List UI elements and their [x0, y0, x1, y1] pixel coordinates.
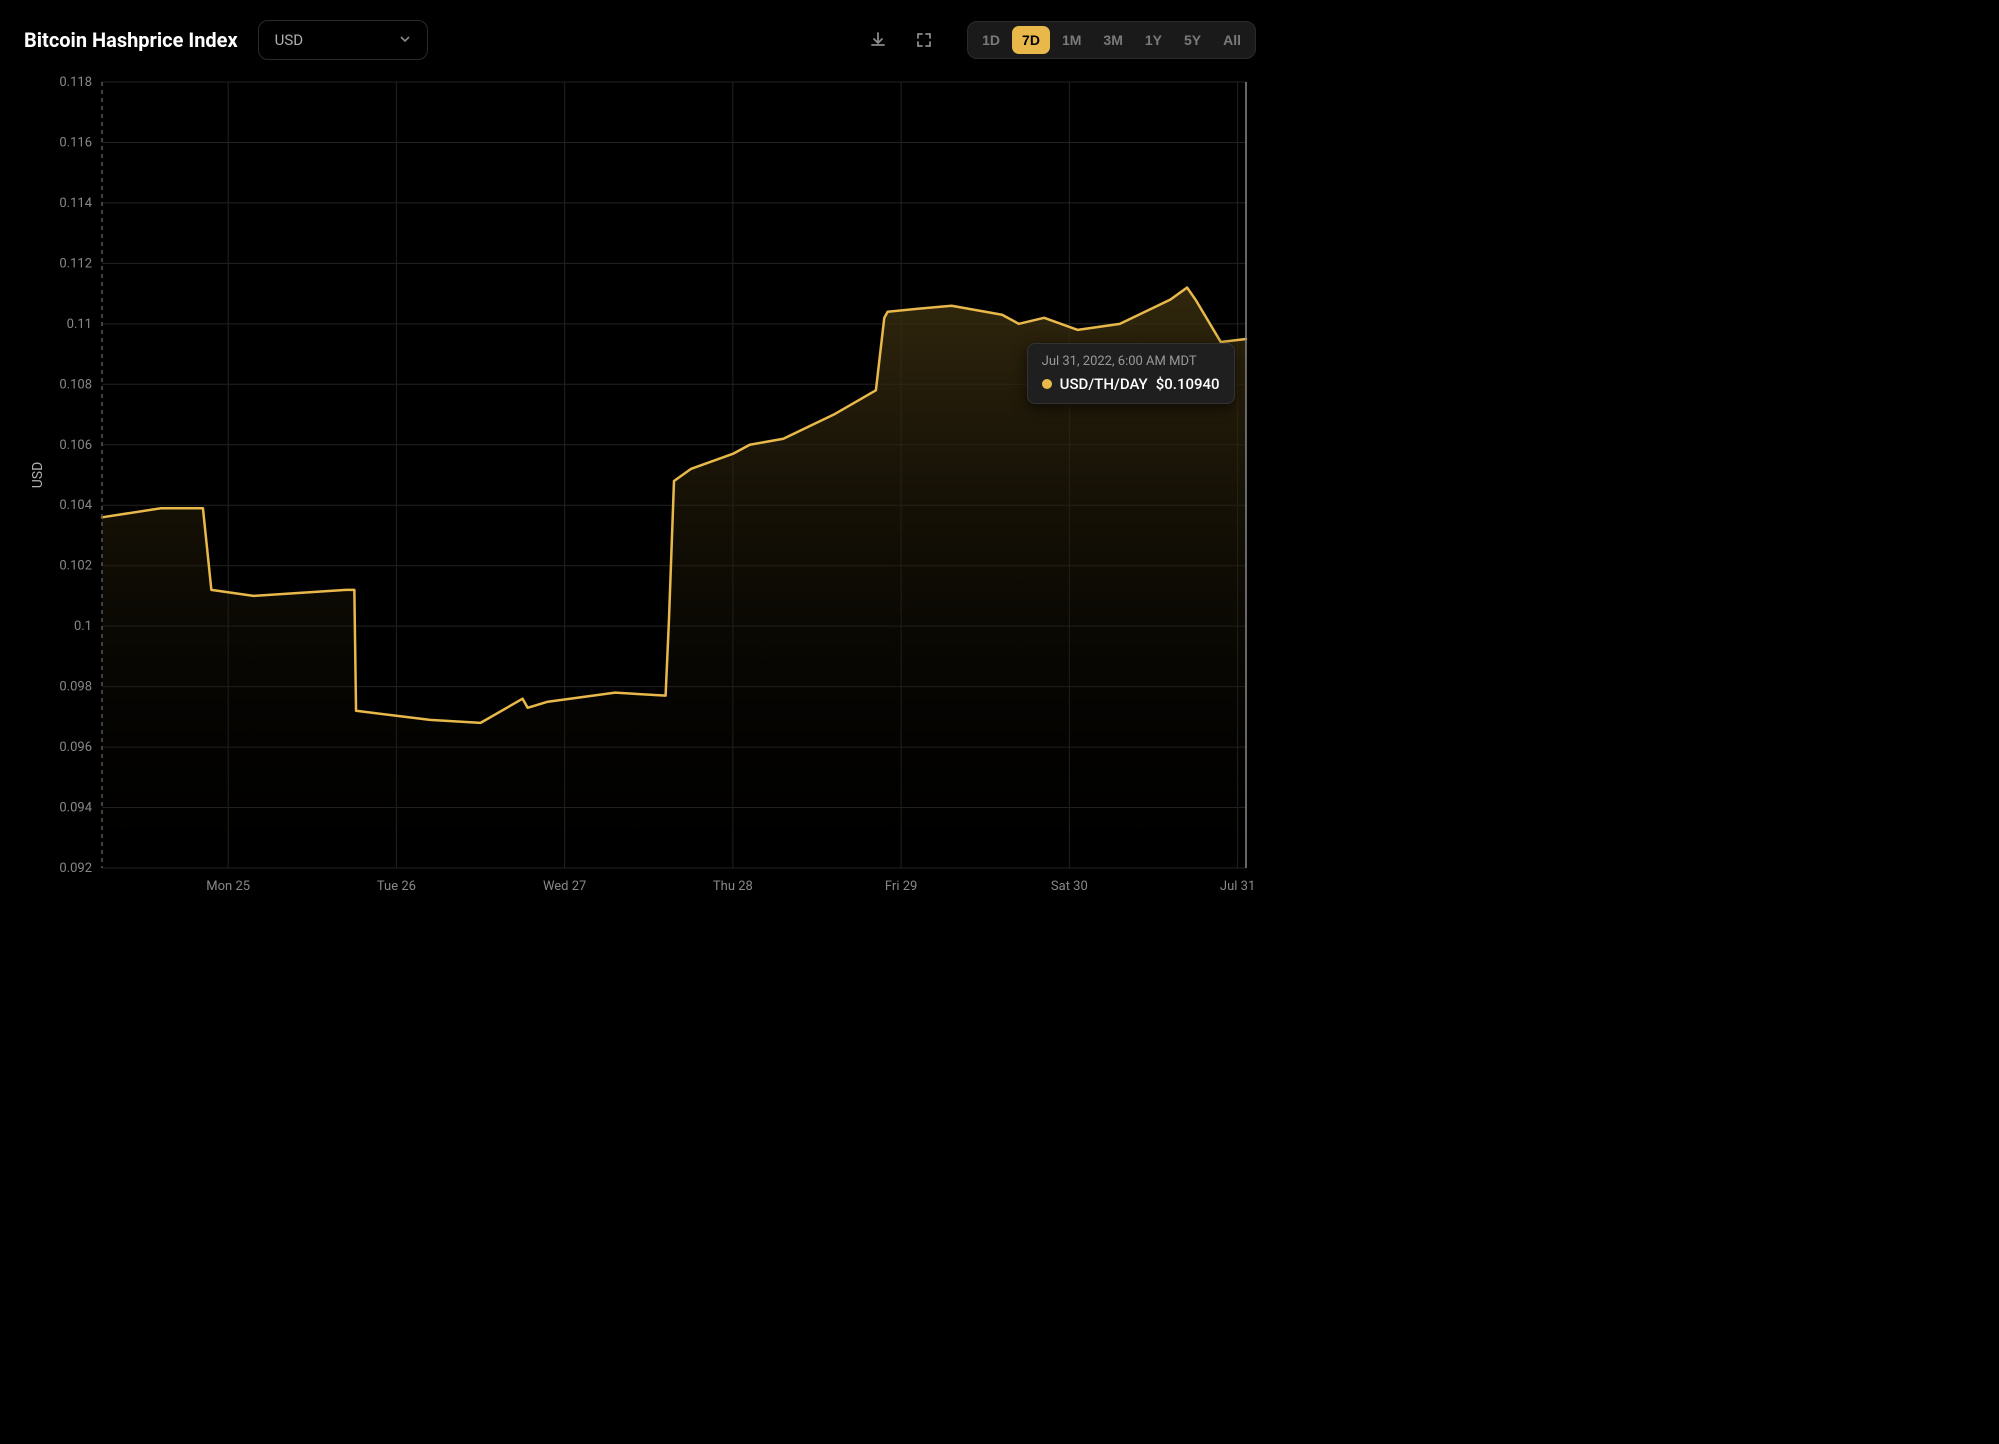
page-title: Bitcoin Hashprice Index: [24, 28, 238, 52]
svg-text:0.11: 0.11: [67, 317, 92, 332]
range-btn-1m[interactable]: 1M: [1052, 26, 1091, 54]
svg-text:0.116: 0.116: [59, 135, 92, 150]
range-btn-all[interactable]: All: [1213, 26, 1251, 54]
svg-text:0.104: 0.104: [59, 498, 92, 513]
svg-text:0.094: 0.094: [59, 801, 92, 816]
svg-text:0.096: 0.096: [59, 740, 92, 755]
fullscreen-icon[interactable]: [911, 27, 937, 53]
chevron-down-icon: [399, 33, 411, 48]
time-range-group: 1D7D1M3M1Y5YAll: [967, 21, 1256, 59]
svg-text:Sat 30: Sat 30: [1051, 879, 1088, 894]
range-btn-3m[interactable]: 3M: [1093, 26, 1132, 54]
svg-text:0.112: 0.112: [59, 256, 92, 271]
svg-text:Fri 29: Fri 29: [885, 879, 917, 894]
svg-text:0.1: 0.1: [74, 619, 92, 634]
download-icon[interactable]: [865, 27, 891, 53]
svg-text:Mon 25: Mon 25: [206, 879, 250, 894]
svg-text:Jul 31: Jul 31: [1220, 879, 1255, 894]
chart-container: Bitcoin Hashprice Index USD 1D7D1M3M1Y5Y…: [0, 0, 1280, 924]
svg-text:0.106: 0.106: [59, 438, 92, 453]
svg-text:Wed 27: Wed 27: [543, 879, 586, 894]
svg-text:Tue 26: Tue 26: [377, 879, 416, 894]
range-btn-1d[interactable]: 1D: [972, 26, 1010, 54]
chart-area[interactable]: 0.092 0.094 0.096 0.098 0.1 0.102 0.104 0.106 0.…: [24, 76, 1256, 904]
svg-text:0.092: 0.092: [59, 861, 92, 876]
svg-text:Thu 28: Thu 28: [713, 879, 753, 894]
chart-svg: 0.092 0.094 0.096 0.098 0.1 0.102 0.104 0.106 0.…: [24, 76, 1256, 904]
svg-text:0.108: 0.108: [59, 377, 92, 392]
range-btn-5y[interactable]: 5Y: [1174, 26, 1211, 54]
currency-dropdown[interactable]: USD: [258, 20, 428, 60]
svg-text:0.118: 0.118: [59, 76, 92, 90]
dropdown-selected-value: USD: [275, 31, 303, 49]
header: Bitcoin Hashprice Index USD 1D7D1M3M1Y5Y…: [24, 20, 1256, 60]
range-btn-7d[interactable]: 7D: [1012, 26, 1050, 54]
range-btn-1y[interactable]: 1Y: [1135, 26, 1172, 54]
svg-text:USD: USD: [30, 462, 46, 489]
svg-text:0.098: 0.098: [59, 680, 92, 695]
svg-text:0.102: 0.102: [59, 559, 92, 574]
svg-text:0.114: 0.114: [59, 196, 92, 211]
